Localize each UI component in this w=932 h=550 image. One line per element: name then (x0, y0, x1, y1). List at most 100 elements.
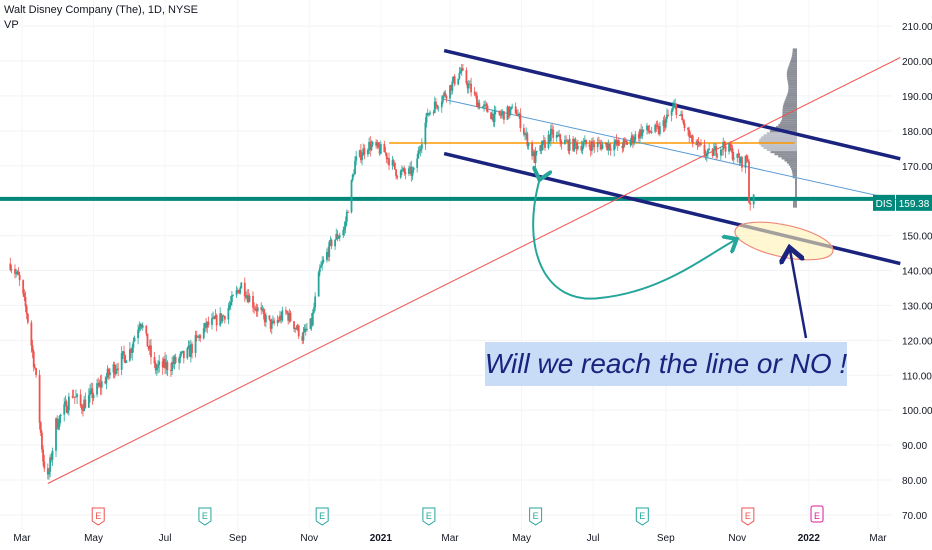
x-tick-label: Nov (300, 533, 318, 544)
candle (238, 289, 240, 294)
x-tick-label: Sep (229, 533, 247, 544)
candle (116, 363, 118, 374)
volume-profile-bar (787, 69, 797, 72)
candle (704, 150, 707, 161)
candle (50, 452, 53, 463)
candle (600, 139, 603, 152)
event-marker-earnings-up[interactable]: E (529, 507, 543, 526)
y-tick-label: 130.00 (902, 301, 932, 312)
candle (524, 131, 526, 141)
event-marker-earnings-up[interactable]: E (635, 507, 649, 526)
candle (392, 158, 395, 167)
candle (449, 85, 451, 105)
candle (295, 325, 298, 330)
candle (601, 141, 604, 150)
volume-profile-bar (791, 56, 797, 59)
candle (106, 365, 109, 379)
candle (690, 134, 693, 143)
candle (411, 166, 414, 181)
volume-profile-bar (775, 125, 797, 129)
candle (16, 269, 19, 276)
candle (436, 104, 439, 111)
candle (741, 155, 743, 172)
x-tick-label: 2022 (798, 533, 821, 544)
candle (375, 139, 378, 149)
candle (437, 105, 440, 112)
candle (494, 106, 497, 115)
candle (515, 109, 518, 117)
volume-profile-bar (787, 77, 797, 80)
candle (501, 109, 504, 119)
candle (453, 74, 456, 87)
candle (403, 165, 406, 176)
event-marker-earnings-up[interactable]: E (198, 507, 212, 526)
candle (131, 344, 134, 361)
volume-profile-bar (786, 94, 797, 97)
candle (148, 339, 151, 356)
candle (486, 103, 489, 113)
candle (470, 77, 473, 97)
candle (565, 135, 567, 142)
candle (344, 216, 347, 234)
candle (649, 130, 652, 133)
candle (296, 323, 299, 332)
event-marker-earnings-up[interactable]: E (422, 507, 436, 526)
candle (402, 167, 404, 172)
candle (711, 148, 714, 159)
event-marker-dividend[interactable]: E (810, 505, 824, 523)
candle (33, 363, 36, 370)
candle (605, 142, 607, 148)
volume-profile-bar (782, 115, 797, 118)
event-marker-earnings-down[interactable]: E (91, 507, 105, 526)
y-tick-label: 170.00 (902, 162, 932, 173)
candle (715, 143, 718, 160)
time-axis: Mar May Jul Sep Nov 2021 Mar May Jul Sep Nov 2022 Ma… (13, 533, 887, 544)
candle (269, 319, 272, 333)
event-marker-earnings-up[interactable]: E (315, 507, 329, 526)
candle (383, 140, 386, 153)
candle (566, 138, 569, 143)
candle (22, 279, 25, 297)
volume-profile-bar (788, 84, 797, 87)
candle (130, 347, 132, 359)
candle (695, 139, 698, 146)
candle (613, 138, 616, 157)
candle (590, 138, 593, 155)
candle (432, 109, 435, 116)
candle (657, 123, 660, 136)
candle (663, 114, 666, 132)
candle (609, 142, 612, 156)
candle (146, 333, 149, 347)
x-tick-label: Jul (159, 533, 172, 544)
candle (227, 302, 230, 325)
symbol-tag-label: DIS (876, 199, 893, 210)
candle (254, 305, 257, 311)
candle (705, 151, 708, 162)
candle (534, 147, 537, 168)
candle (214, 309, 217, 320)
candle (467, 80, 470, 94)
candle (688, 126, 691, 143)
event-marker-earnings-down[interactable]: E (741, 507, 755, 526)
candle (650, 126, 653, 135)
volume-profile-bar (795, 186, 797, 189)
annotation-box[interactable]: Will we reach the line or NO ! (485, 342, 847, 386)
indicator-label[interactable]: VP (4, 19, 19, 31)
candle (355, 150, 358, 166)
candle (24, 291, 27, 313)
candle (350, 179, 353, 214)
candle (165, 354, 168, 375)
candle (466, 80, 469, 94)
candle (162, 356, 165, 369)
candle (256, 304, 259, 317)
candle (552, 125, 555, 143)
candle (461, 63, 464, 72)
candle (204, 322, 206, 333)
volume-profile-bar (785, 98, 797, 101)
candle (559, 133, 562, 147)
candle (500, 109, 503, 119)
volume-profile-bar (778, 155, 797, 158)
volume-profile-bar (790, 165, 797, 168)
candle (410, 160, 413, 182)
